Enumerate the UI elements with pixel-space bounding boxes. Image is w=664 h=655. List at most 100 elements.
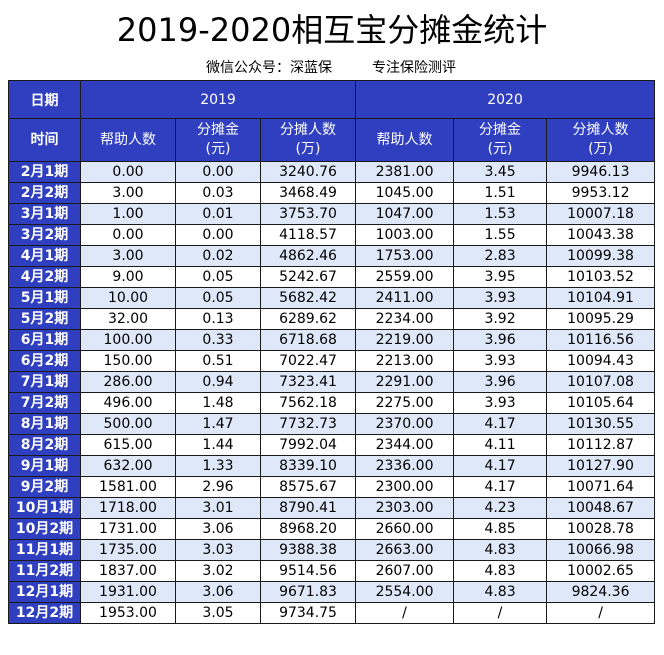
value-cell: 496.00 [80, 392, 176, 414]
value-cell: 7022.47 [259, 350, 357, 372]
value-cell: 2411.00 [355, 287, 455, 309]
table-row: 8月2期 615.00 1.44 7992.04 2344.00 4.11 10112.87 [8, 434, 656, 456]
table-row: 6月1期 100.00 0.33 6718.68 2219.00 3.96 10116.56 [8, 329, 656, 351]
value-cell: 286.00 [80, 371, 176, 393]
value-cell: 10107.08 [546, 371, 656, 393]
value-cell: 2660.00 [355, 518, 455, 540]
value-cell: 1.47 [175, 413, 261, 435]
period-cell: 10月1期 [8, 497, 81, 519]
value-cell: 4.17 [453, 455, 548, 477]
value-cell: 500.00 [80, 413, 176, 435]
period-cell: 5月1期 [8, 287, 81, 309]
value-cell: 6718.68 [259, 329, 357, 351]
value-cell: 3.92 [453, 308, 548, 330]
table-row: 9月1期 632.00 1.33 8339.10 2336.00 4.17 10127.90 [8, 455, 656, 477]
table-row: 12月1期 1931.00 3.06 9671.83 2554.00 4.83 9824.3… [8, 581, 656, 603]
value-cell: 9734.75 [259, 602, 357, 624]
value-cell: 0.00 [175, 161, 261, 183]
apportionment-table: 日期 2019 2020 时间 帮助人数 分摊金 (元) 分摊人数 (万) 帮助人数… [8, 80, 656, 624]
value-cell: 2.96 [175, 476, 261, 498]
value-cell: 10.00 [80, 287, 176, 309]
period-cell: 2月1期 [8, 161, 81, 183]
table-body: 2月1期 0.00 0.00 3240.76 2381.00 3.45 9946.13 2月2… [8, 161, 656, 624]
value-cell: 8790.41 [259, 497, 357, 519]
value-cell: 2554.00 [355, 581, 455, 603]
column-header-helped-2020: 帮助人数 [355, 118, 455, 162]
value-cell: 10112.87 [546, 434, 656, 456]
value-cell: 1.55 [453, 224, 548, 246]
value-cell: 3.03 [175, 539, 261, 561]
value-cell: 0.33 [175, 329, 261, 351]
table-row: 9月2期 1581.00 2.96 8575.67 2300.00 4.17 10071.6… [8, 476, 656, 498]
value-cell: 0.00 [80, 161, 176, 183]
value-cell: 10043.38 [546, 224, 656, 246]
column-header-amount-2020: 分摊金 (元) [453, 118, 548, 162]
value-cell: 3.93 [453, 350, 548, 372]
value-cell: / [453, 602, 548, 624]
value-cell: 1045.00 [355, 182, 455, 204]
value-cell: 1.53 [453, 203, 548, 225]
period-cell: 4月1期 [8, 245, 81, 267]
value-cell: 10130.55 [546, 413, 656, 435]
period-cell: 3月2期 [8, 224, 81, 246]
value-cell: 3.06 [175, 518, 261, 540]
value-cell: 1.44 [175, 434, 261, 456]
value-cell: 3.93 [453, 287, 548, 309]
value-cell: 9946.13 [546, 161, 656, 183]
value-cell: 0.51 [175, 350, 261, 372]
value-cell: 2607.00 [355, 560, 455, 582]
value-cell: 9824.36 [546, 581, 656, 603]
value-cell: 10105.64 [546, 392, 656, 414]
value-cell: 5682.42 [259, 287, 357, 309]
table-row: 2月2期 3.00 0.03 3468.49 1045.00 1.51 9953.12 [8, 182, 656, 204]
value-cell: 9953.12 [546, 182, 656, 204]
value-cell: 2336.00 [355, 455, 455, 477]
value-cell: 2219.00 [355, 329, 455, 351]
value-cell: 8575.67 [259, 476, 357, 498]
year-2019-header: 2019 [79, 80, 357, 119]
column-header-helped-2019: 帮助人数 [80, 118, 176, 162]
table-row: 10月2期 1731.00 3.06 8968.20 2660.00 4.85 10028.… [8, 518, 656, 540]
value-cell: 2559.00 [355, 266, 455, 288]
table-row: 10月1期 1718.00 3.01 8790.41 2303.00 4.23 10048.… [8, 497, 656, 519]
value-cell: 4.83 [453, 539, 548, 561]
value-cell: 3753.70 [259, 203, 357, 225]
value-cell: / [546, 602, 656, 624]
value-cell: 2234.00 [355, 308, 455, 330]
value-cell: 10071.64 [546, 476, 656, 498]
value-cell: 1.48 [175, 392, 261, 414]
year-2020-header: 2020 [355, 80, 656, 119]
value-cell: 32.00 [80, 308, 176, 330]
value-cell: 7732.73 [259, 413, 357, 435]
value-cell: 0.94 [175, 371, 261, 393]
value-cell: 2.83 [453, 245, 548, 267]
table-row: 3月2期 0.00 0.00 4118.57 1003.00 1.55 10043.38 [8, 224, 656, 246]
value-cell: 0.01 [175, 203, 261, 225]
value-cell: 4.17 [453, 413, 548, 435]
value-cell: 7562.18 [259, 392, 357, 414]
value-cell: 10127.90 [546, 455, 656, 477]
value-cell: 9514.56 [259, 560, 357, 582]
value-cell: 7323.41 [259, 371, 357, 393]
period-cell: 2月2期 [8, 182, 81, 204]
value-cell: 10104.91 [546, 287, 656, 309]
value-cell: 10103.52 [546, 266, 656, 288]
value-cell: 1047.00 [355, 203, 455, 225]
table-row: 6月2期 150.00 0.51 7022.47 2213.00 3.93 10094.43 [8, 350, 656, 372]
value-cell: 10066.98 [546, 539, 656, 561]
value-cell: 2663.00 [355, 539, 455, 561]
period-cell: 5月2期 [8, 308, 81, 330]
table-row: 7月2期 496.00 1.48 7562.18 2275.00 3.93 10105.64 [8, 392, 656, 414]
value-cell: 0.00 [175, 224, 261, 246]
period-cell: 10月2期 [8, 518, 81, 540]
value-cell: 2370.00 [355, 413, 455, 435]
value-cell: 2381.00 [355, 161, 455, 183]
table-row: 11月1期 1735.00 3.03 9388.38 2663.00 4.83 10066.… [8, 539, 656, 561]
value-cell: 150.00 [80, 350, 176, 372]
column-header-members-2020: 分摊人数 (万) [546, 118, 656, 162]
value-cell: 0.13 [175, 308, 261, 330]
value-cell: 3.01 [175, 497, 261, 519]
value-cell: 3.96 [453, 329, 548, 351]
value-cell: 0.05 [175, 266, 261, 288]
value-cell: 3.00 [80, 182, 176, 204]
